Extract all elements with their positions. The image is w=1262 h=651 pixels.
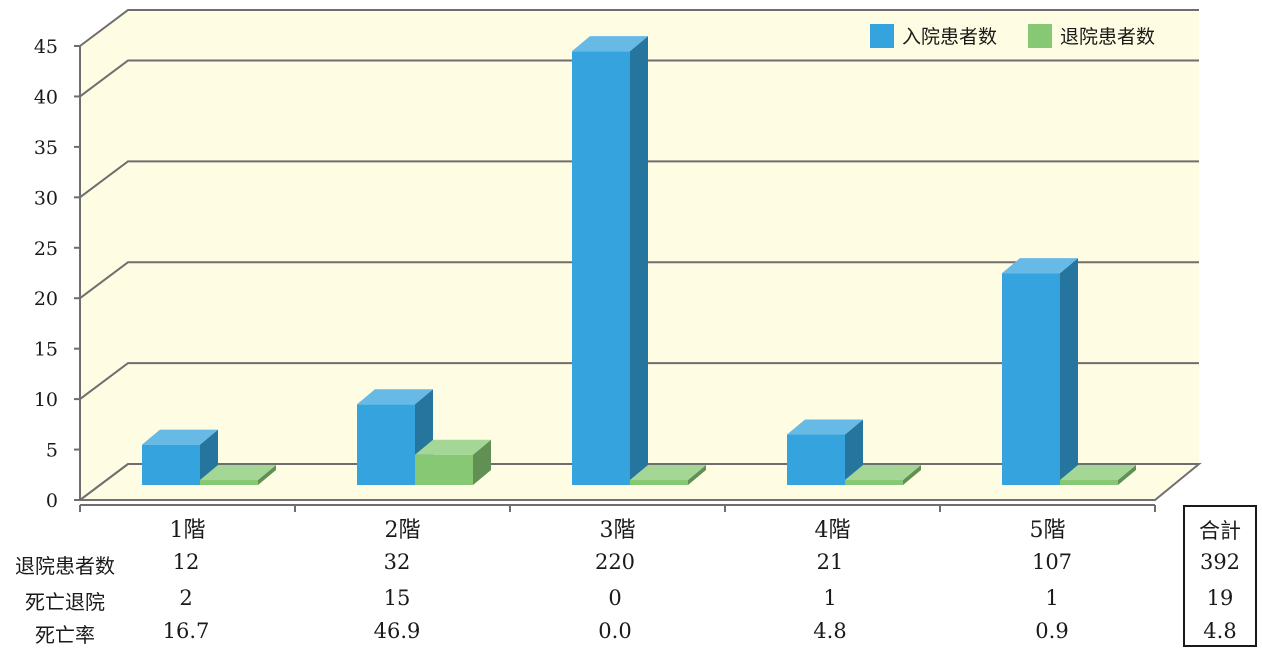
bar-front [357,404,415,485]
y-tick-label: 35 [34,137,58,159]
bar-front [1060,479,1118,485]
y-tick-label: 25 [34,238,58,260]
table-cell: 15 [383,586,411,610]
x-tick-label: 3階 [600,518,636,543]
bar-front [630,479,688,485]
legend-swatch [870,24,894,48]
table-cell: 1 [1045,586,1059,610]
bar-side [258,464,276,485]
bar-side [845,419,863,485]
side-wall [80,10,128,500]
gridline [79,362,1199,400]
bar [630,464,706,485]
row-label-discharged: 退院患者数 [15,554,115,578]
bar-front [415,454,473,485]
back-wall [128,10,1199,464]
y-tick-label: 5 [46,440,58,462]
bar-top [787,419,863,435]
total-cell: 392 [1199,550,1241,574]
bar [200,464,276,485]
y-tick-label: 0 [46,490,58,512]
y-tick-label: 15 [34,339,58,361]
x-tick-label: 1階 [170,518,206,543]
bar [415,439,491,485]
bar-top [572,36,648,52]
bar-side [688,464,706,485]
table-cell: 0 [608,586,622,610]
total-column: 合計 392 19 4.8 [1183,505,1257,647]
y-tick-label: 30 [34,187,58,209]
x-tick-label: 2階 [385,518,421,543]
bar-top [1060,464,1136,480]
bar [1060,464,1136,485]
table-cell: 46.9 [373,619,421,643]
total-header: 合計 [1199,519,1241,543]
table-cell: 21 [816,550,844,574]
table-cell: 32 [383,550,411,574]
bar-side [1060,258,1078,485]
bar-top [630,464,706,480]
bar-front [200,479,258,485]
legend-label: 退院患者数 [1060,26,1155,48]
bar-top [415,439,491,455]
total-cell: 19 [1206,586,1234,610]
bar [357,389,433,485]
bar-side [630,36,648,486]
table-cell: 2 [179,586,193,610]
y-tick-label: 10 [34,389,58,411]
table-cell: 0.0 [598,619,632,643]
y-tick-label: 45 [34,36,58,58]
table-cell: 0.9 [1035,619,1069,643]
bar-side [1118,464,1136,485]
legend-swatch [1028,24,1052,48]
bar-top [200,464,276,480]
bar-side [903,464,921,485]
x-tick-label: 4階 [815,518,851,543]
table-cell: 220 [594,550,636,574]
table-cell: 16.7 [162,619,210,643]
bar-top [357,389,433,405]
bar-side [473,439,491,485]
gridline [79,59,1199,98]
y-tick-label: 40 [34,86,58,108]
bar-front [142,444,200,485]
row-label-death-discharge: 死亡退院 [25,590,105,614]
bar-front [845,479,903,485]
bar-top [1002,258,1078,274]
bar-top [845,464,921,480]
gridline [79,160,1199,199]
bar-front [787,434,845,485]
x-tick-label: 5階 [1030,518,1066,543]
table-cell: 4.8 [813,619,847,643]
table-cell: 107 [1031,550,1073,574]
gridline [79,9,1199,47]
bar [1002,258,1078,485]
bar [572,36,648,486]
total-cell: 4.8 [1203,619,1237,643]
gridline [79,261,1199,300]
bar-front [572,51,630,486]
bar-top [142,429,218,445]
table-cell: 1 [823,586,837,610]
bar-front [1002,273,1060,485]
y-tick-label: 20 [34,288,58,310]
legend-label: 入院患者数 [902,26,997,48]
row-label-death-rate: 死亡率 [35,623,95,647]
table-cell: 12 [172,550,200,574]
bar [845,464,921,485]
bar [787,419,863,485]
